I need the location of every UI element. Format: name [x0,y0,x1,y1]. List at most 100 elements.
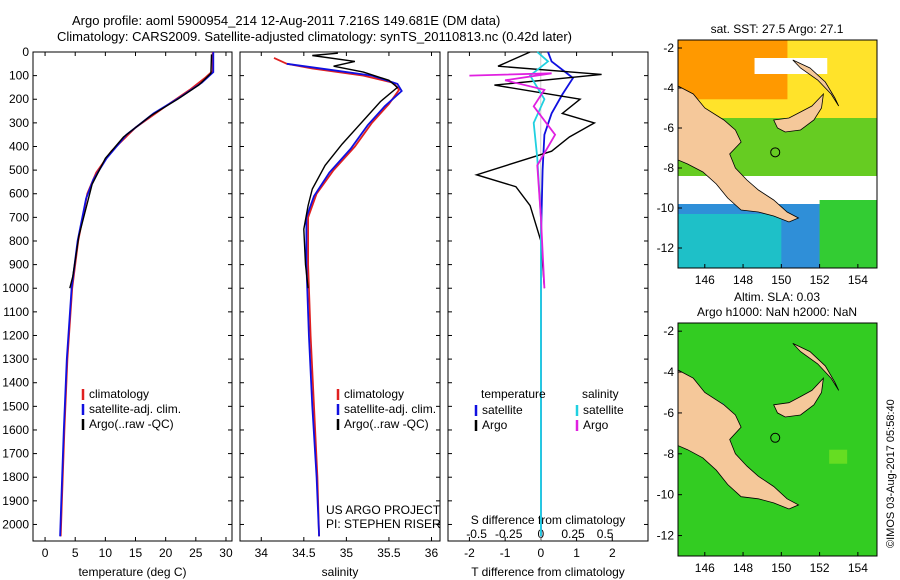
sla-argo-location-marker [770,432,781,443]
depth-tick-label: 1400 [2,376,29,390]
sla-map-ytick-label: -10 [657,488,675,502]
difference-line-s-argo [469,72,557,289]
salinity-line-satellite-adj-clim- [286,62,403,537]
depth-tick-label: 1900 [2,494,29,508]
sst-map-ytick-label: -2 [663,41,674,55]
difference-s-tick-label: -0.25 [495,527,523,541]
sla-land-polygon [792,343,840,391]
temperature-legend-label: Argo(..raw -QC) [89,417,174,431]
difference-legend-label: Argo [583,418,609,432]
sst-map-ytick-label: -6 [663,121,674,135]
sla-map-title-line-1: Altim. SLA: 0.03 [734,290,820,304]
sst-map-layer [678,40,877,268]
sst-land-polygon [773,92,824,133]
depth-tick-label: 800 [9,234,29,248]
temperature-xtick-label: 20 [159,546,173,560]
temperature-plot-frame [32,51,233,542]
sla-map-frame [677,322,878,557]
difference-xtick-label: -1 [500,546,511,560]
temperature-line-climatology [59,52,214,537]
depth-tick-label: 1500 [2,399,29,413]
sst-map-xtick-label: 150 [771,273,791,287]
difference-legend-label: satellite [482,403,523,417]
difference-xlabel: T difference from climatology [471,565,625,579]
sst-map-xtick-label: 154 [848,273,868,287]
difference-s-xlabel: S difference from climatology [471,513,626,527]
difference-line-t-argo [474,51,602,289]
salinity-series-group [273,52,403,537]
depth-tick-label: 1600 [2,423,29,437]
salinity-plot-frame [239,51,441,542]
salinity-legend-label: climatology [344,387,404,401]
sst-map-frame [677,39,878,269]
sla-map-xtick-label: 154 [848,561,868,575]
temperature-legend-label: satellite-adj. clim. [89,402,181,416]
sla-lime-patch [829,449,848,464]
sst-map-xtick-label: 152 [810,273,830,287]
difference-s-tick-label: -0.5 [466,527,487,541]
sst-cloud-patch [754,58,828,74]
depth-tick-label: 2000 [2,517,29,531]
difference-legend-title-right: salinity [582,387,619,401]
difference-legend-label: satellite [583,403,624,417]
depth-tick-label: 1300 [2,352,29,366]
sla-land-polygon [773,377,824,418]
temperature-xlabel: temperature (deg C) [78,565,186,579]
sst-cyan-area [678,214,782,268]
sla-map-ytick-label: -12 [657,529,675,543]
difference-series-group [469,51,602,537]
plot-title-line-2: Climatology: CARS2009. Satellite-adjuste… [57,29,572,44]
temperature-xtick-label: 25 [189,546,203,560]
sst-argo-location-marker [770,147,781,158]
sst-cloud-band [678,176,877,204]
sla-map-ytick-label: -2 [663,324,674,338]
salinity-line-climatology [273,57,401,537]
temperature-xtick-label: 0 [42,546,49,560]
temperature-xtick-label: 10 [99,546,113,560]
salinity-xtick-label: 35.5 [377,546,401,560]
depth-tick-label: 100 [9,69,29,83]
sla-land-polygon [678,369,800,510]
salinity-xlabel: salinity [322,565,359,579]
depth-tick-label: 200 [9,92,29,106]
temperature-xtick-label: 15 [129,546,143,560]
credit-project: US ARGO PROJECT [326,503,441,517]
difference-s-tick-label: 0.5 [597,527,614,541]
depth-tick-label: 1800 [2,470,29,484]
sla-map-xtick-label: 146 [695,561,715,575]
sst-map-xtick-label: 146 [695,273,715,287]
sst-land-polygon [792,59,840,107]
depth-tick-label: 300 [9,116,29,130]
difference-line-t-satellite [540,51,575,537]
temperature-line-argo-raw-qc- [69,54,213,289]
salinity-xtick-label: 36 [425,546,439,560]
difference-legend-label: Argo [482,418,508,432]
salinity-xtick-label: 34 [255,546,269,560]
sla-map-xtick-label: 152 [810,561,830,575]
sla-map-ytick-label: -8 [663,447,674,461]
salinity-xtick-label: 34.5 [292,546,316,560]
difference-s-tick-label: 0.25 [561,527,585,541]
sst-land-polygon [678,85,800,223]
temperature-legend-label: climatology [89,387,149,401]
sst-map-ytick-label: -10 [657,201,675,215]
sst-map-title: sat. SST: 27.5 Argo: 27.1 [711,22,844,36]
difference-xtick-label: 1 [573,546,580,560]
depth-tick-label: 500 [9,163,29,177]
depth-tick-label: 0 [22,45,29,59]
depth-tick-label: 1100 [3,305,29,319]
sla-map-title-line-2: Argo h1000: NaN h2000: NaN [697,305,857,319]
credit-imos: ©IMOS 03-Aug-2017 05:58:40 [885,399,897,548]
sst-map-xtick-label: 148 [733,273,753,287]
sla-map-layer [678,323,877,556]
sla-map-xtick-label: 150 [771,561,791,575]
difference-line-s-satellite [528,51,550,537]
depth-tick-label: 1200 [2,328,29,342]
salinity-xtick-label: 35 [340,546,354,560]
salinity-legend-label: Argo(..raw -QC) [344,417,429,431]
sla-map-ytick-label: -4 [663,365,674,379]
difference-xtick-label: 0 [538,546,545,560]
depth-tick-label: 600 [9,187,29,201]
difference-xtick-label: -2 [464,546,475,560]
